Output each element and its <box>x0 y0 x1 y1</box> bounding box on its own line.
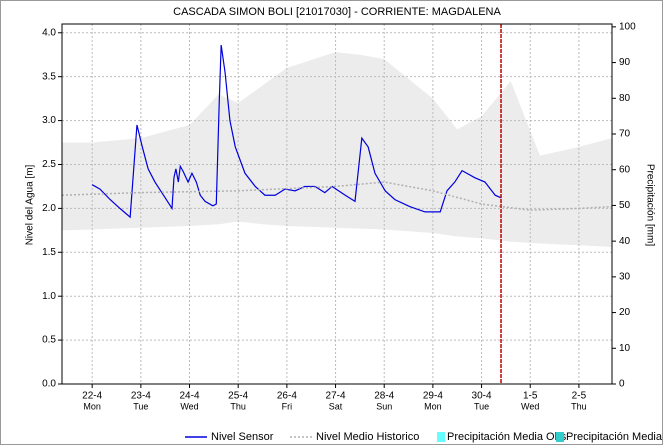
legend-label: Nivel Medio Historico <box>316 431 419 443</box>
y2-tick-label: 50 <box>619 200 631 211</box>
y-tick-label: 3.0 <box>42 115 56 126</box>
legend-swatch <box>437 432 445 442</box>
y2-tick-label: 0 <box>619 379 625 390</box>
x-tick-label: 28-4 <box>374 391 394 402</box>
series-line <box>91 44 502 219</box>
y-tick-label: 0.5 <box>42 335 56 346</box>
x-tick-label: 30-4 <box>472 391 492 402</box>
y2-tick-label: 90 <box>619 57 631 68</box>
y-tick-label: 4.0 <box>42 27 56 38</box>
y2-tick-label: 30 <box>619 271 631 282</box>
y2-tick-label: 60 <box>619 164 631 175</box>
y2-tick-label: 10 <box>619 343 631 354</box>
x-tick-label: 26-4 <box>277 391 297 402</box>
legend-label: Precipitación Media Obs <box>447 431 567 443</box>
y2-tick-label: 40 <box>619 236 631 247</box>
y-tick-label: 2.0 <box>42 203 56 214</box>
chart-title: CASCADA SIMON BOLI [21017030] - CORRIENT… <box>173 6 501 18</box>
legend-label: Nivel Sensor <box>211 431 274 443</box>
plot-border <box>61 23 613 385</box>
x-tick-label: 24-4 <box>180 391 200 402</box>
x-tick-day: Sat <box>329 401 343 411</box>
x-tick-day: Fri <box>282 401 293 411</box>
y2-axis-label: Precipitación [mm] <box>644 164 655 246</box>
x-tick-day: Thu <box>571 401 587 411</box>
x-tick-label: 22-4 <box>82 391 102 402</box>
y2-tick-label: 70 <box>619 129 631 140</box>
y-tick-label: 2.5 <box>42 159 56 170</box>
x-tick-day: Tue <box>474 401 489 411</box>
x-tick-label: 27-4 <box>326 391 346 402</box>
x-tick-day: Mon <box>424 401 442 411</box>
y-tick-label: 3.5 <box>42 71 56 82</box>
historic-range <box>62 52 612 248</box>
x-tick-day: Wed <box>521 401 539 411</box>
x-tick-day: Thu <box>230 401 246 411</box>
y-tick-label: 1.5 <box>42 247 56 258</box>
x-tick-day: Wed <box>180 401 198 411</box>
x-tick-label: 29-4 <box>423 391 443 402</box>
x-tick-label: 1-5 <box>523 391 538 402</box>
x-tick-label: 25-4 <box>228 391 248 402</box>
legend-swatch <box>556 432 564 442</box>
y-tick-label: 0.0 <box>42 379 56 390</box>
y2-tick-label: 20 <box>619 307 631 318</box>
x-tick-label: 2-5 <box>572 391 587 402</box>
y2-tick-label: 100 <box>619 21 636 32</box>
x-tick-day: Tue <box>133 401 148 411</box>
y-tick-label: 1.0 <box>42 291 56 302</box>
x-tick-day: Sun <box>376 401 392 411</box>
x-tick-label: 23-4 <box>131 391 151 402</box>
legend-label: Precipitación Media Pro <box>566 431 663 443</box>
y-axis-label: Nivel del Agua [m] <box>25 164 36 245</box>
x-tick-day: Mon <box>83 401 101 411</box>
y2-tick-label: 80 <box>619 93 631 104</box>
